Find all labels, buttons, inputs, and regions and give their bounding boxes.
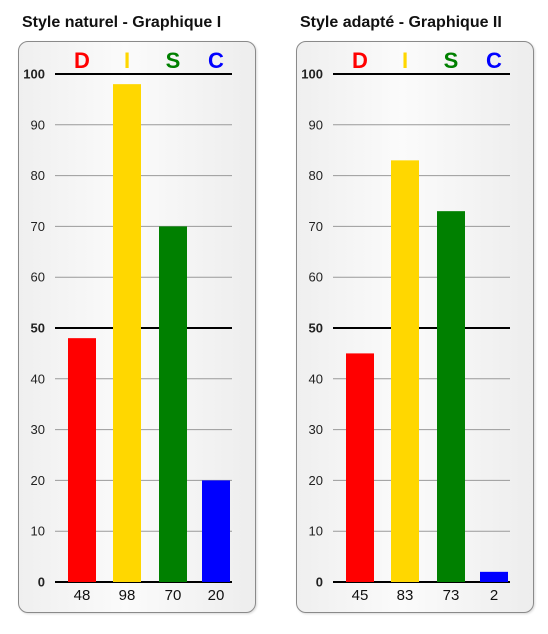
y-tick-label: 30 bbox=[31, 422, 45, 437]
category-label-d: D bbox=[74, 48, 90, 73]
y-tick-label: 80 bbox=[31, 168, 45, 183]
y-tick-label: 40 bbox=[309, 371, 323, 386]
chart-title-natural: Style naturel - Graphique I bbox=[22, 14, 222, 31]
bar-d bbox=[68, 338, 96, 582]
y-tick-label: 50 bbox=[31, 321, 45, 336]
y-tick-label: 70 bbox=[31, 219, 45, 234]
bar-chart-adapted: 0 10 20 30 40 50 60 70 80 90 100 D 45 I 83 S 73 C 2 bbox=[301, 48, 510, 604]
category-label-i: I bbox=[124, 48, 130, 73]
bar-c bbox=[202, 480, 230, 582]
y-tick-label: 50 bbox=[309, 321, 323, 336]
chart-title-adapted: Style adapté - Graphique II bbox=[300, 14, 502, 31]
y-tick-label: 90 bbox=[309, 117, 323, 132]
value-label-c: 20 bbox=[208, 587, 225, 604]
y-tick-label: 20 bbox=[309, 473, 323, 488]
y-tick-label: 10 bbox=[31, 524, 45, 539]
y-tick-label: 0 bbox=[316, 575, 323, 590]
value-label-s: 73 bbox=[443, 587, 460, 604]
value-label-s: 70 bbox=[165, 587, 182, 604]
y-tick-label: 60 bbox=[309, 270, 323, 285]
category-label-s: S bbox=[444, 48, 459, 73]
y-tick-label: 100 bbox=[301, 67, 323, 82]
value-label-c: 2 bbox=[490, 587, 498, 604]
y-tick-label: 40 bbox=[31, 371, 45, 386]
y-tick-label: 100 bbox=[23, 67, 45, 82]
bar-chart-natural: 0 10 20 30 40 50 60 70 80 90 100 D 48 I 98 S 70 C 20 bbox=[23, 48, 232, 604]
value-label-i: 98 bbox=[119, 587, 136, 604]
y-tick-label: 60 bbox=[31, 270, 45, 285]
bar-i bbox=[113, 84, 141, 582]
value-label-i: 83 bbox=[397, 587, 414, 604]
y-tick-label: 10 bbox=[309, 524, 323, 539]
category-label-s: S bbox=[166, 48, 181, 73]
y-tick-label: 70 bbox=[309, 219, 323, 234]
y-tick-label: 30 bbox=[309, 422, 323, 437]
category-label-d: D bbox=[352, 48, 368, 73]
category-label-c: C bbox=[208, 48, 224, 73]
bar-c bbox=[480, 571, 508, 582]
chart-panel-adapted: 0 10 20 30 40 50 60 70 80 90 100 D 45 I 83 S 73 C 2 bbox=[296, 41, 534, 613]
bar-s bbox=[437, 211, 465, 582]
bar-d bbox=[346, 353, 374, 582]
y-tick-label: 90 bbox=[31, 117, 45, 132]
y-tick-label: 0 bbox=[38, 575, 45, 590]
y-tick-label: 20 bbox=[31, 473, 45, 488]
chart-panel-natural: 0 10 20 30 40 50 60 70 80 90 100 D 48 I 98 S 70 C 20 bbox=[18, 41, 256, 613]
y-tick-label: 80 bbox=[309, 168, 323, 183]
bar-i bbox=[391, 160, 419, 583]
category-label-i: I bbox=[402, 48, 408, 73]
value-label-d: 45 bbox=[352, 587, 369, 604]
bar-s bbox=[159, 226, 187, 582]
value-label-d: 48 bbox=[74, 587, 91, 604]
category-label-c: C bbox=[486, 48, 502, 73]
